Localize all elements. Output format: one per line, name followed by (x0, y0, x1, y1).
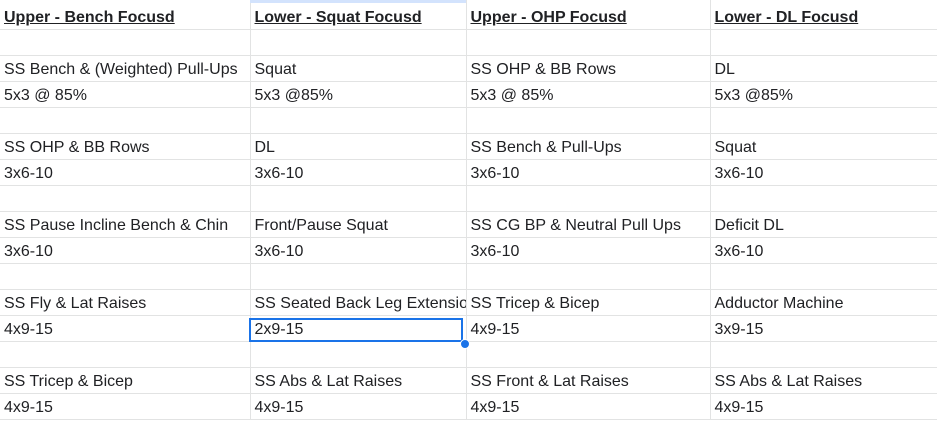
table-cell[interactable]: 4x9-15 (0, 315, 251, 342)
table-cell[interactable] (465, 185, 711, 212)
table-row: SS Fly & Lat Raises SS Seated Back Leg Ex… (0, 289, 937, 316)
table-cell[interactable]: 3x6-10 (249, 159, 467, 186)
table-cell[interactable]: 4x9-15 (709, 393, 937, 420)
table-cell[interactable]: SS Tricep & Bicep (0, 367, 251, 394)
table-cell[interactable] (465, 341, 711, 368)
column-header-cell[interactable]: Lower - Squat Focusd (249, 0, 467, 30)
table-cell[interactable] (465, 29, 711, 56)
table-cell[interactable] (249, 107, 467, 134)
table-cell[interactable] (249, 263, 467, 290)
table-cell[interactable] (709, 341, 937, 368)
table-cell[interactable]: 3x6-10 (465, 159, 711, 186)
column-header-cell[interactable]: Upper - Bench Focusd (0, 0, 251, 30)
table-cell[interactable] (0, 107, 251, 134)
table-row (0, 107, 937, 134)
fill-handle[interactable] (460, 339, 470, 349)
table-cell[interactable] (0, 341, 251, 368)
table-cell[interactable]: Deficit DL (709, 211, 937, 238)
table-cell[interactable]: 5x3 @ 85% (465, 81, 711, 108)
header-row: Upper - Bench Focusd Lower - Squat Focusd… (0, 0, 937, 30)
table-cell[interactable]: SS CG BP & Neutral Pull Ups (465, 211, 711, 238)
cell-selection-outline[interactable] (249, 318, 463, 342)
table-cell[interactable] (465, 107, 711, 134)
table-cell[interactable]: 3x9-15 (709, 315, 937, 342)
table-cell[interactable]: 3x6-10 (709, 237, 937, 264)
table-cell[interactable]: SS Abs & Lat Raises (249, 367, 467, 394)
table-cell[interactable] (709, 185, 937, 212)
table-cell[interactable] (0, 29, 251, 56)
table-cell[interactable]: Adductor Machine (709, 289, 937, 316)
table-cell[interactable] (709, 263, 937, 290)
column-selection-indicator (250, 0, 466, 3)
table-cell[interactable]: SS Bench & (Weighted) Pull-Ups (0, 55, 251, 82)
table-cell[interactable]: 4x9-15 (465, 315, 711, 342)
table-row: 3x6-10 3x6-10 3x6-10 3x6-10 (0, 159, 937, 186)
table-row: SS OHP & BB Rows DL SS Bench & Pull-Ups Squ… (0, 133, 937, 160)
table-row: 4x9-15 2x9-15 4x9-15 3x9-15 (0, 315, 937, 342)
column-header-cell[interactable]: Upper - OHP Focusd (465, 0, 711, 30)
table-row (0, 185, 937, 212)
table-row (0, 263, 937, 290)
table-cell[interactable]: SS Bench & Pull-Ups (465, 133, 711, 160)
table-cell[interactable]: SS Tricep & Bicep (465, 289, 711, 316)
table-cell[interactable]: SS Pause Incline Bench & Chin (0, 211, 251, 238)
table-cell[interactable]: SS Fly & Lat Raises (0, 289, 251, 316)
table-cell[interactable]: 4x9-15 (249, 393, 467, 420)
table-cell[interactable] (0, 185, 251, 212)
table-row: SS Tricep & Bicep SS Abs & Lat Raises SS F… (0, 367, 937, 394)
table-cell[interactable] (0, 263, 251, 290)
table-cell[interactable]: Squat (249, 55, 467, 82)
column-header-cell[interactable]: Lower - DL Focusd (709, 0, 937, 30)
table-cell[interactable] (709, 107, 937, 134)
table-cell[interactable] (249, 185, 467, 212)
table-row (0, 341, 937, 368)
table-cell[interactable]: 3x6-10 (0, 237, 251, 264)
table-cell[interactable]: SS OHP & BB Rows (0, 133, 251, 160)
table-cell[interactable]: SS OHP & BB Rows (465, 55, 711, 82)
table-cell[interactable] (249, 29, 467, 56)
table-cell[interactable]: Squat (709, 133, 937, 160)
table-row: 3x6-10 3x6-10 3x6-10 3x6-10 (0, 237, 937, 264)
table-row: 5x3 @ 85% 5x3 @85% 5x3 @ 85% 5x3 @85% (0, 81, 937, 108)
table-row: 4x9-15 4x9-15 4x9-15 4x9-15 (0, 393, 937, 420)
table-cell[interactable]: 5x3 @ 85% (0, 81, 251, 108)
table-row: SS Pause Incline Bench & Chin Front/Pause… (0, 211, 937, 238)
table-cell[interactable]: DL (709, 55, 937, 82)
table-cell[interactable]: 3x6-10 (0, 159, 251, 186)
table-cell[interactable] (249, 341, 467, 368)
table-cell[interactable] (465, 263, 711, 290)
table-row (0, 29, 937, 56)
table-cell[interactable]: 3x6-10 (465, 237, 711, 264)
table-cell[interactable] (709, 29, 937, 56)
table-cell[interactable]: 4x9-15 (0, 393, 251, 420)
table-cell[interactable]: 4x9-15 (465, 393, 711, 420)
table-cell[interactable]: SS Front & Lat Raises (465, 367, 711, 394)
table-cell[interactable]: SS Seated Back Leg Extensions (249, 289, 467, 316)
table-row: SS Bench & (Weighted) Pull-Ups Squat SS OH… (0, 55, 937, 82)
table-cell[interactable]: SS Abs & Lat Raises (709, 367, 937, 394)
table-cell[interactable]: 5x3 @85% (249, 81, 467, 108)
table-cell[interactable]: DL (249, 133, 467, 160)
table-cell[interactable]: 5x3 @85% (709, 81, 937, 108)
table-cell[interactable]: 3x6-10 (709, 159, 937, 186)
table-cell[interactable]: Front/Pause Squat (249, 211, 467, 238)
table-cell[interactable]: 3x6-10 (249, 237, 467, 264)
